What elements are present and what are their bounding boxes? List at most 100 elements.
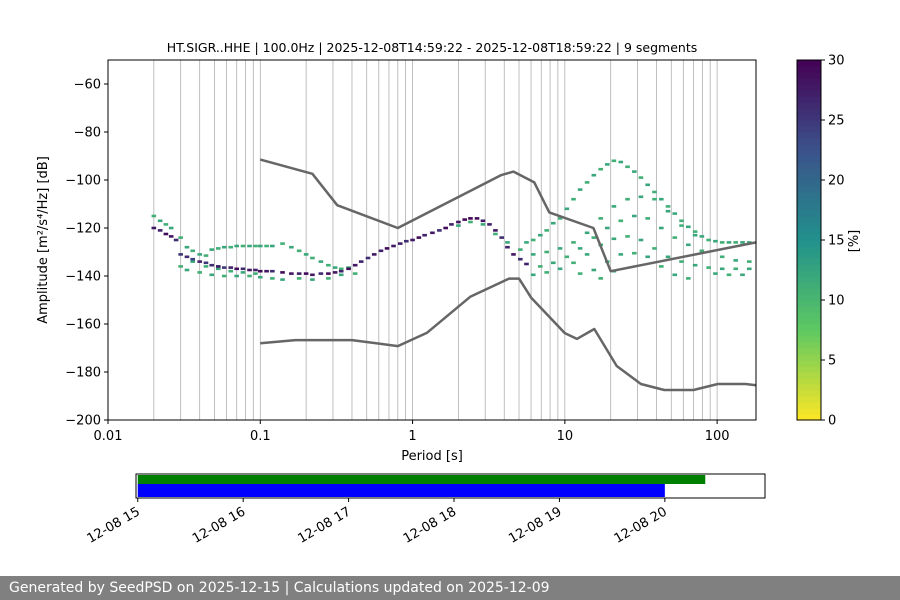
colorbar-segment <box>797 186 821 193</box>
density-cell <box>551 261 556 265</box>
density-cell <box>645 183 650 187</box>
density-cell <box>686 225 691 229</box>
density-cell <box>221 245 227 249</box>
density-cell <box>416 236 422 239</box>
density-cell <box>358 260 364 263</box>
density-cell <box>652 190 657 194</box>
colorbar-segment <box>797 72 821 79</box>
density-cell <box>746 241 752 244</box>
colorbar-segment <box>797 204 821 211</box>
density-cell <box>215 265 221 268</box>
colorbar-tick-label: 0 <box>828 414 836 429</box>
density-cell <box>530 253 536 256</box>
colorbar-segment <box>797 318 821 325</box>
density-cell <box>178 253 183 256</box>
density-cell <box>584 231 590 235</box>
density-cell <box>544 229 549 232</box>
colorbar-segment <box>797 354 821 361</box>
density-cell <box>209 263 215 267</box>
density-cell <box>692 263 698 267</box>
colorbar-segment <box>797 174 821 181</box>
density-cell <box>462 218 468 221</box>
x-tick-label: 100 <box>705 429 730 444</box>
density-cells <box>151 159 752 281</box>
timeline-frame <box>135 473 766 499</box>
density-cell <box>228 266 234 269</box>
colorbar-segment <box>797 192 821 199</box>
density-cell <box>257 269 263 273</box>
density-cell <box>371 253 377 256</box>
density-cell <box>618 219 624 223</box>
density-cell <box>168 226 174 230</box>
density-cell <box>618 160 624 164</box>
density-cell <box>326 277 331 280</box>
density-cell <box>280 271 285 274</box>
density-cell <box>733 267 739 271</box>
density-cell <box>645 255 650 259</box>
density-cell <box>577 272 583 275</box>
density-cell <box>234 244 239 248</box>
density-cell <box>253 268 258 272</box>
density-cell <box>151 226 157 230</box>
density-cell <box>197 260 202 263</box>
density-cell <box>178 236 183 239</box>
colorbar-tick-label: 5 <box>828 354 836 369</box>
timeline-bar <box>137 475 706 484</box>
density-cell <box>638 195 644 199</box>
colorbar-segment <box>797 210 821 217</box>
density-cell <box>270 244 275 248</box>
high-noise-model-line <box>259 158 757 273</box>
x-tick-label: 10 <box>557 429 574 444</box>
density-cell <box>310 256 315 260</box>
density-cell <box>474 217 480 220</box>
colorbar-segment <box>797 396 821 403</box>
density-cell <box>253 244 258 248</box>
colorbar-segment <box>797 276 821 283</box>
density-cell <box>551 221 556 225</box>
density-cell <box>240 267 246 271</box>
axis-ticks: −200 −180 −160 −140 −120 −100 −80 −60 0.01 0.1 1 10… <box>65 78 729 445</box>
density-cell <box>557 217 563 220</box>
colorbar-segment <box>797 138 821 145</box>
density-cell <box>733 259 739 262</box>
colorbar-segment <box>797 102 821 109</box>
density-cell <box>571 197 576 201</box>
x-axis-label: Period [s] <box>401 449 463 464</box>
y-tick-label: −200 <box>65 414 101 429</box>
density-cell <box>679 224 684 227</box>
density-cell <box>303 253 309 256</box>
density-cell <box>505 245 510 249</box>
density-cell <box>310 278 315 281</box>
density-cell <box>719 241 725 244</box>
density-cell <box>215 267 221 271</box>
density-cell <box>190 249 196 253</box>
colorbar-segment <box>797 60 821 67</box>
density-cell <box>672 212 678 215</box>
x-tick-label: 1 <box>408 429 416 444</box>
density-cell <box>719 255 725 259</box>
density-cell <box>228 269 234 273</box>
colorbar-segment <box>797 126 821 133</box>
colorbar-segment <box>797 324 821 331</box>
colorbar-tick-label: 10 <box>828 294 845 309</box>
y-tick-label: −80 <box>74 126 101 141</box>
density-cell <box>184 268 190 272</box>
density-cell <box>584 181 590 184</box>
density-cell <box>203 254 209 257</box>
timeline-bar <box>137 484 665 497</box>
density-cell <box>151 214 157 218</box>
density-cell <box>665 205 671 208</box>
density-cell <box>719 267 725 271</box>
colorbar: 0 5 10 15 20 25 30 <box>796 54 845 429</box>
density-cell <box>190 260 196 263</box>
colorbar-segment <box>797 228 821 235</box>
density-cell <box>203 265 209 268</box>
density-cell <box>505 241 510 244</box>
density-cell <box>168 235 174 238</box>
colorbar-segment <box>797 216 821 223</box>
density-cell <box>632 214 637 218</box>
density-cell <box>264 269 269 273</box>
density-cell <box>713 272 718 275</box>
colorbar-tick-label: 20 <box>828 174 845 189</box>
density-cell <box>240 244 246 248</box>
